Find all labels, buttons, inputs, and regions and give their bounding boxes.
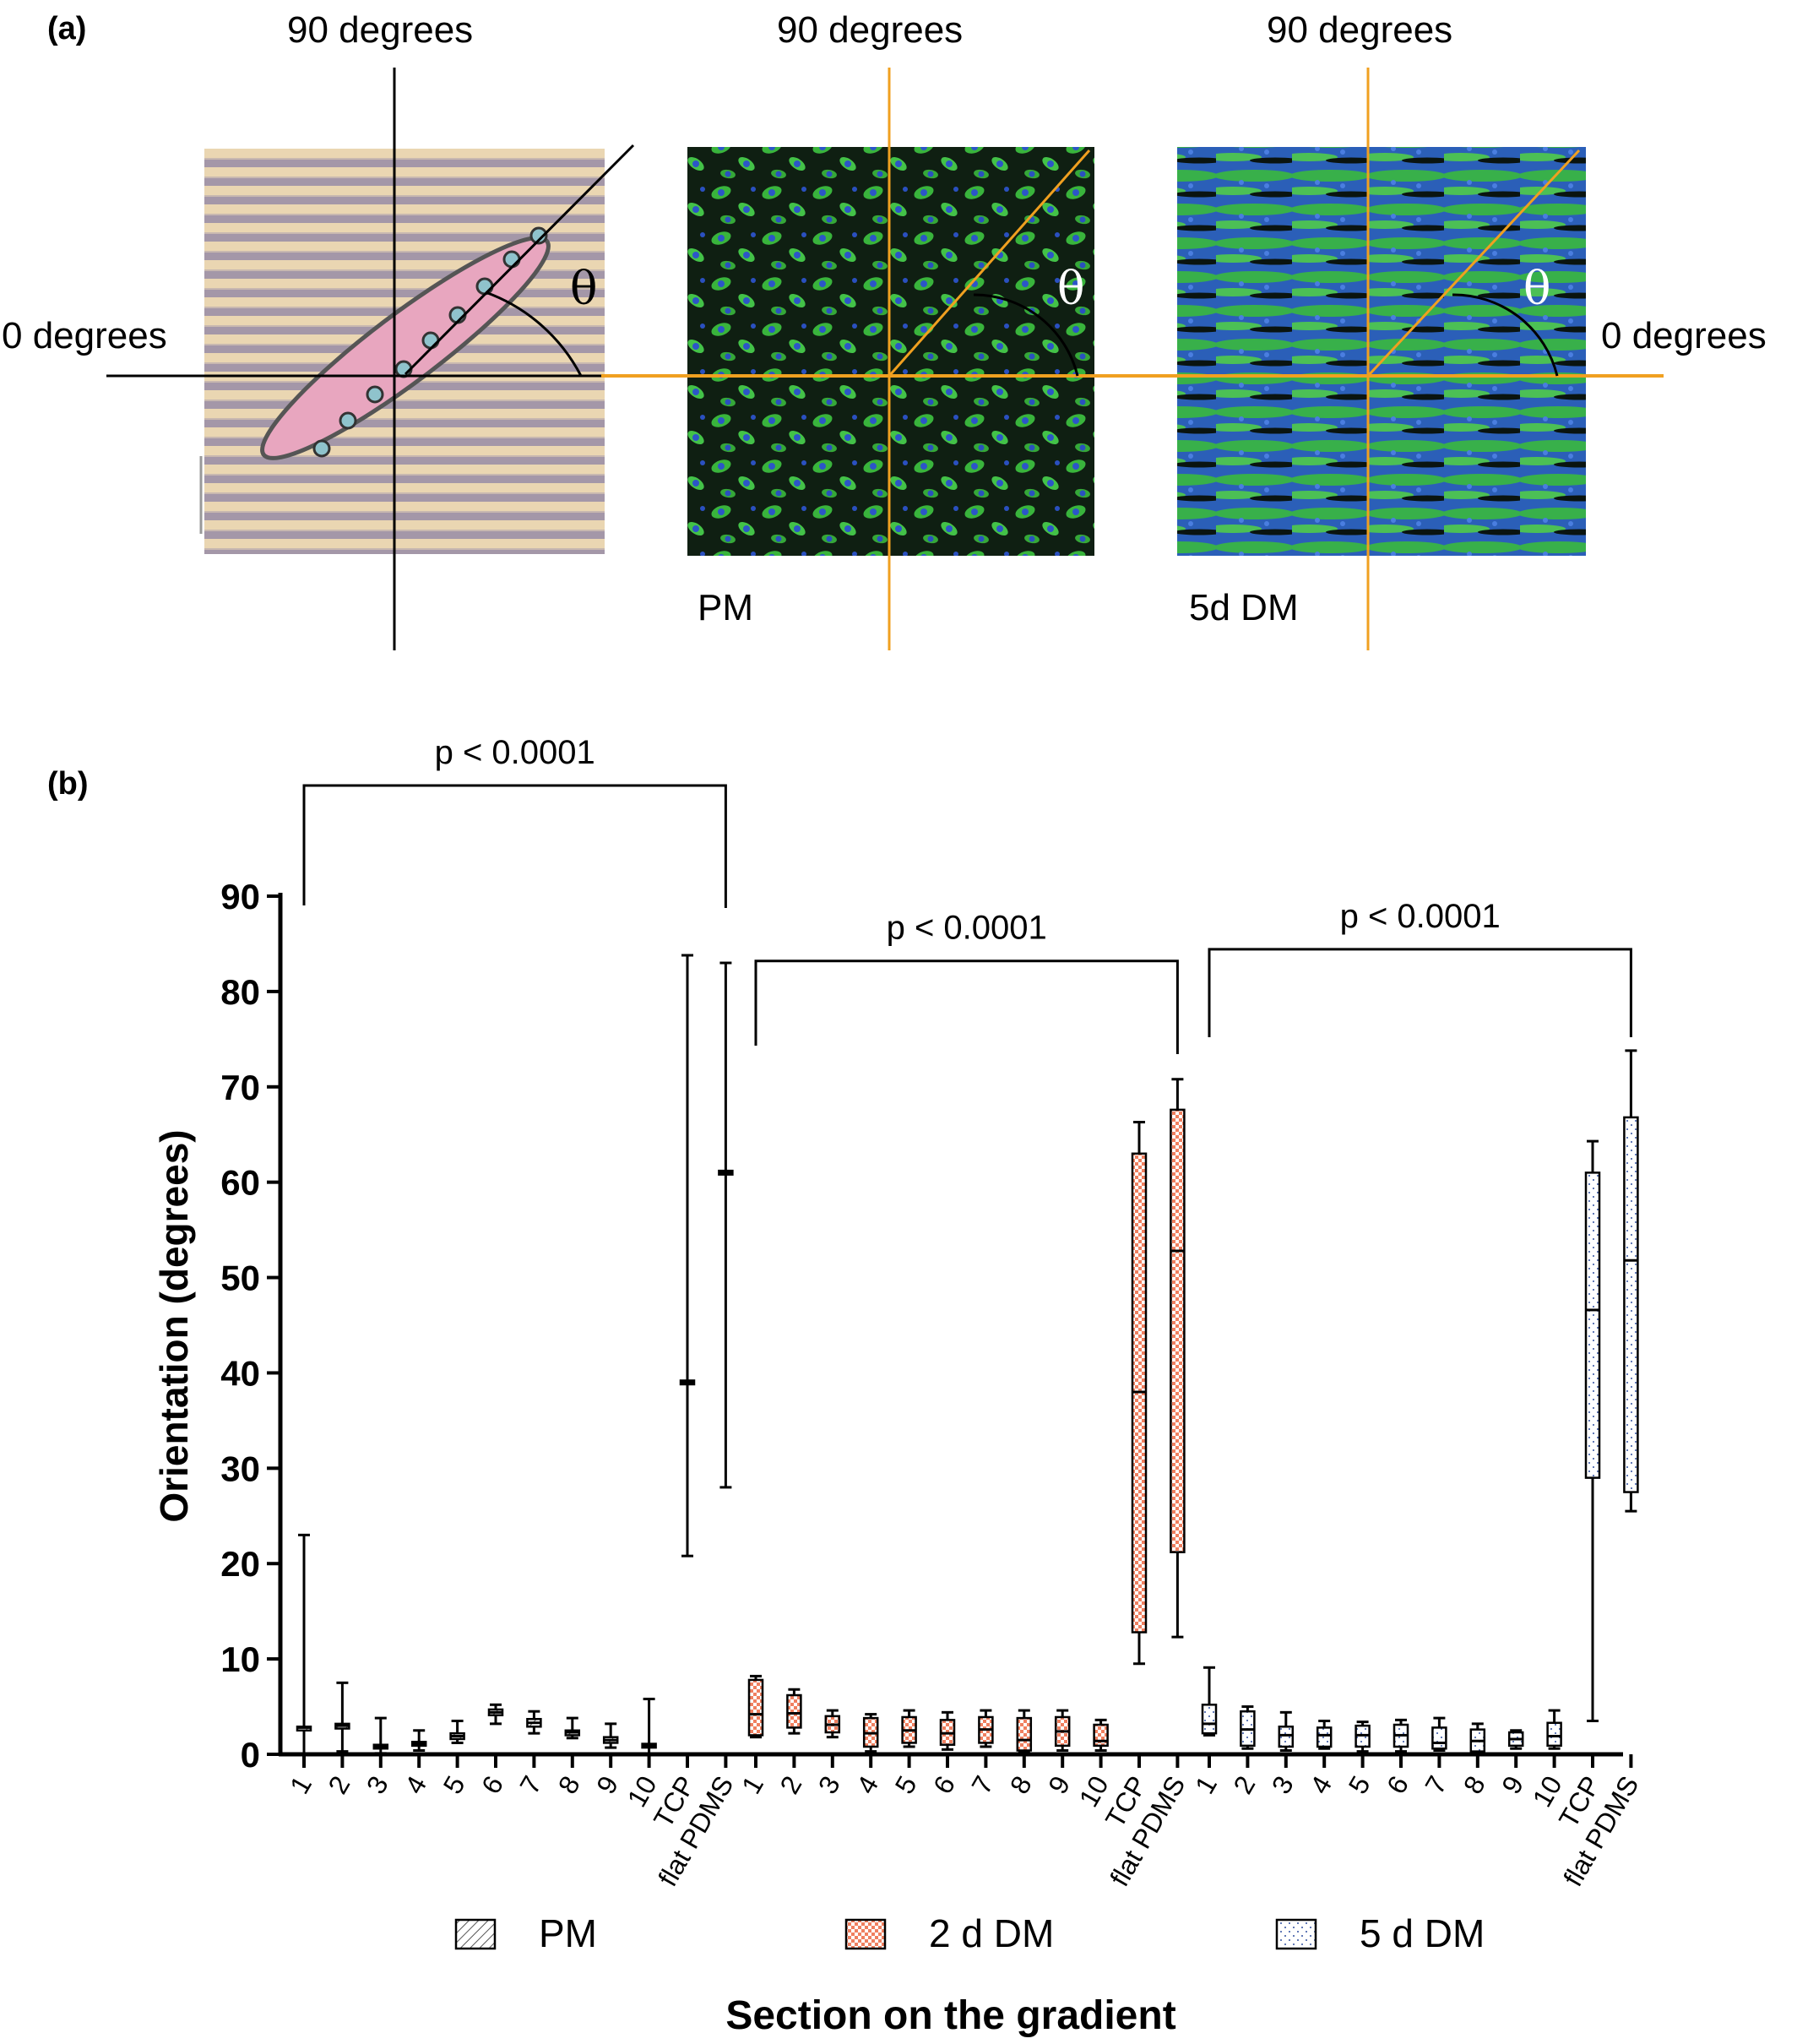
pm-theta-symbol: θ	[1057, 262, 1085, 315]
y-tick-label: 80	[220, 972, 260, 1012]
x-tick-label: 3	[812, 1771, 846, 1799]
x-tick-label: 3	[1266, 1771, 1300, 1799]
y-tick-label: 40	[220, 1353, 260, 1393]
x-tick-label: 9	[1042, 1771, 1076, 1799]
angle-up-label: 90 degrees	[287, 9, 473, 51]
box-iqr	[1278, 1726, 1295, 1748]
legend-label: PM	[539, 1911, 597, 1955]
y-axis-title: Orientation (degrees)	[152, 1129, 196, 1522]
significance-bracket	[754, 959, 1179, 1054]
x-tick-label: 3	[361, 1771, 394, 1799]
pm-panel: θ 90 degrees PM	[601, 9, 1094, 650]
panel-b-label: (b)	[47, 766, 89, 802]
x-tick-label: 7	[1419, 1771, 1452, 1799]
x-tick-label: 5	[437, 1771, 471, 1799]
x-tick-label: 7	[513, 1771, 547, 1799]
panel-a: (a) θ 90 degrees 0 degrees	[2, 9, 1767, 650]
y-tick-label: 20	[220, 1544, 260, 1584]
box-iqr	[1584, 1171, 1601, 1479]
legend-swatch	[454, 1918, 497, 1950]
y-tick-label: 10	[220, 1639, 260, 1679]
dm-angle-up-label: 90 degrees	[1267, 9, 1452, 51]
x-axis-title: Section on the gradient	[725, 1993, 1175, 2038]
pm-angle-up-label: 90 degrees	[777, 9, 963, 51]
significance-label: p < 0.0001	[1340, 898, 1501, 935]
y-tick-label: 30	[220, 1449, 260, 1488]
x-tick-label: 4	[399, 1771, 432, 1799]
x-tick-label: 7	[965, 1771, 999, 1799]
x-tick-label: 6	[1381, 1771, 1414, 1799]
legend-label: 2 d DM	[929, 1911, 1054, 1955]
y-tick-label: 60	[220, 1163, 260, 1203]
box-iqr	[1431, 1726, 1447, 1750]
significance-label: p < 0.0001	[435, 734, 595, 771]
theta-symbol: θ	[570, 262, 598, 315]
x-tick-label: 4	[850, 1771, 884, 1799]
dm-panel: θ 90 degrees 0 degrees 5d DM	[1084, 9, 1767, 650]
x-tick-label: 6	[927, 1771, 961, 1799]
x-tick-label: 2	[774, 1771, 807, 1799]
dm-angle-zero-label: 0 degrees	[1601, 315, 1767, 356]
pm-cell-axis	[888, 149, 1091, 377]
box-iqr	[1546, 1721, 1562, 1748]
panel-b: (b) 0 10 20 30 40 50 60 70 80 90 Orientation (degr…	[47, 734, 1644, 2038]
pm-micrograph	[687, 147, 1094, 556]
dm-theta-symbol: θ	[1523, 262, 1551, 315]
theta-arc	[485, 291, 583, 377]
dm-cell-axis	[1366, 149, 1581, 378]
legend-label: 5 d DM	[1360, 1911, 1485, 1955]
x-tick-label: 8	[1458, 1771, 1491, 1799]
x-tick-label: 2	[1227, 1771, 1261, 1799]
significance-label: p < 0.0001	[887, 910, 1047, 947]
x-tick-label: 1	[284, 1771, 318, 1799]
legend-swatch	[844, 1918, 887, 1950]
x-tick-label: 6	[475, 1771, 509, 1799]
x-tick-label: 8	[1004, 1771, 1038, 1799]
x-tick-label: 9	[590, 1771, 624, 1799]
y-tick-label: 90	[220, 877, 260, 916]
y-tick-label: 0	[241, 1735, 260, 1775]
box-iqr	[1093, 1723, 1109, 1748]
x-tick-label: 5	[889, 1771, 923, 1799]
y-tick-label: 70	[220, 1068, 260, 1107]
box-iqr	[1316, 1726, 1333, 1748]
pm-caption: PM	[698, 587, 753, 628]
y-tick-label: 50	[220, 1258, 260, 1298]
x-tick-label: 2	[322, 1771, 356, 1799]
pm-theta-arc	[973, 293, 1079, 377]
dm-theta-arc	[1452, 293, 1559, 377]
box-iqr	[747, 1678, 764, 1737]
angle-zero-label: 0 degrees	[2, 315, 167, 356]
box-iqr	[1201, 1704, 1218, 1735]
x-tick-label: 8	[552, 1771, 586, 1799]
box-iqr	[1170, 1108, 1186, 1553]
x-tick-label: 4	[1304, 1771, 1338, 1799]
box-iqr	[1016, 1716, 1033, 1752]
legend-swatch	[1275, 1918, 1317, 1950]
box-plot-chart: 0 10 20 30 40 50 60 70 80 90 Orientation (degrees)…	[152, 734, 1644, 2038]
cell-axis-line	[404, 144, 635, 376]
x-tick-label: 1	[736, 1771, 769, 1799]
significance-bracket	[1208, 948, 1632, 1037]
box-iqr	[786, 1693, 802, 1729]
x-tick-label: 5	[1343, 1771, 1376, 1799]
panel-a-label: (a)	[47, 11, 86, 46]
x-tick-label: 1	[1189, 1771, 1223, 1799]
schematic-panel: θ 90 degrees 0 degrees	[2, 9, 635, 650]
x-tick-label: 9	[1496, 1771, 1529, 1799]
box-iqr	[1623, 1116, 1639, 1493]
significance-bracket	[302, 784, 727, 908]
dm-caption: 5d DM	[1189, 587, 1299, 628]
